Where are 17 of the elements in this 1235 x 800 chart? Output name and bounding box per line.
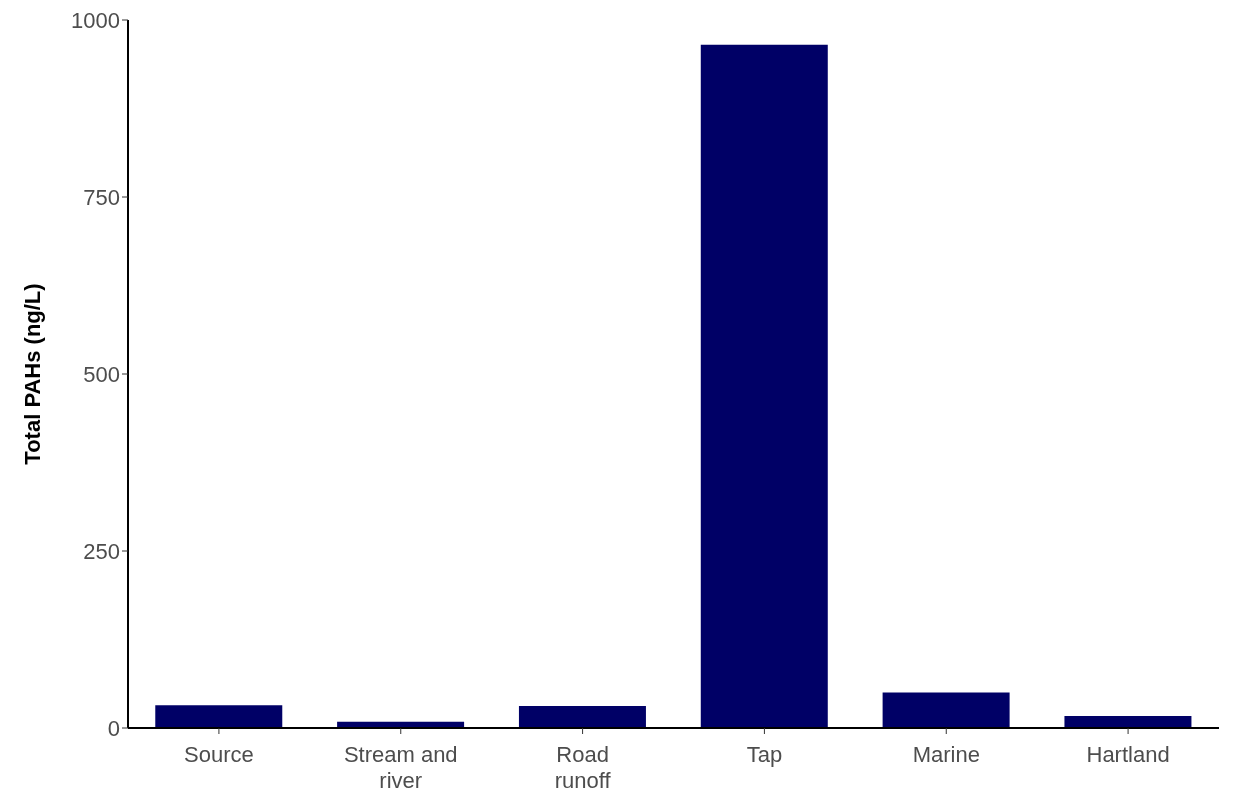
y-tick-label: 1000 <box>71 7 120 33</box>
x-tick-label: Hartland <box>1086 742 1170 767</box>
x-tick-label: Stream and river <box>343 742 458 793</box>
y-tick-label: 0 <box>107 715 120 741</box>
x-tick-label: Marine <box>912 742 980 767</box>
x-tick-label: Road runoff <box>554 742 612 793</box>
bar <box>700 44 828 728</box>
y-tick-label: 750 <box>83 184 120 210</box>
y-tick-label: 500 <box>83 361 120 387</box>
bar <box>882 692 1010 728</box>
y-axis-title: Total PAHs (ng/L) <box>19 283 45 465</box>
x-tick-label: Source <box>184 742 254 767</box>
y-tick-label: 250 <box>83 538 120 564</box>
bar <box>1064 715 1192 728</box>
bar <box>155 705 283 728</box>
bar <box>518 706 646 728</box>
x-tick-label: Tap <box>746 742 783 767</box>
